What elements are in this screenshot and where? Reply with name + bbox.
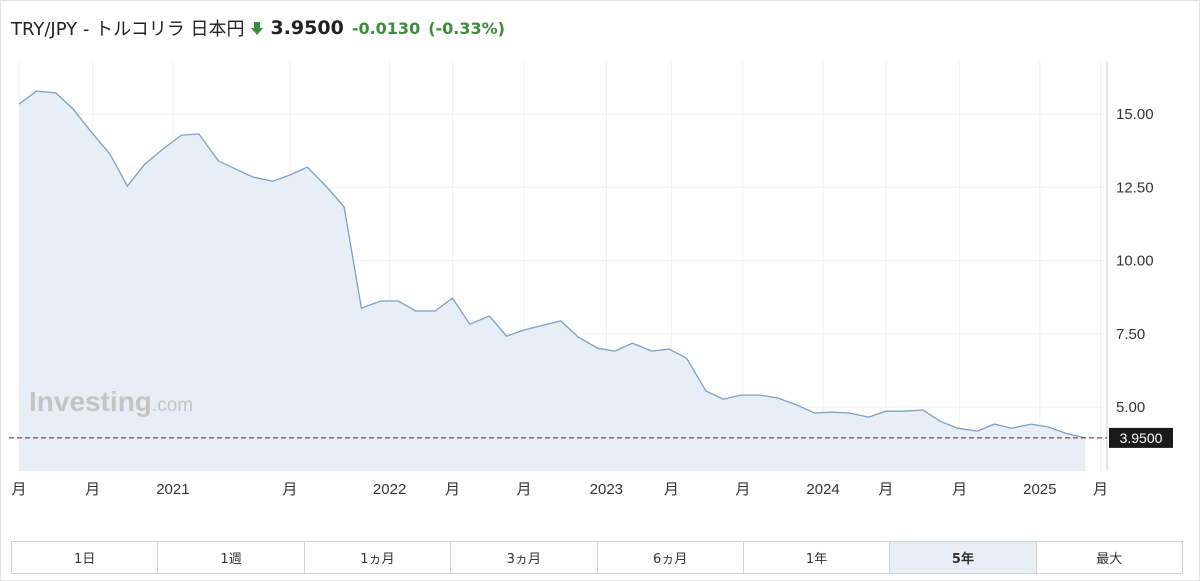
- range-button[interactable]: 1週: [158, 542, 305, 573]
- header: TRY/JPY - トルコリラ 日本円 3.9500 -0.0130 (-0.3…: [11, 15, 505, 41]
- last-price-label: 3.9500: [1120, 430, 1163, 446]
- down-arrow: [251, 22, 264, 35]
- range-button[interactable]: 5年: [890, 542, 1037, 573]
- y-tick-label: 10.00: [1116, 253, 1154, 270]
- range-button[interactable]: 1日: [12, 542, 159, 573]
- symbol: TRY/JPY - トルコリラ 日本円: [11, 19, 245, 40]
- last-price-box: [1109, 427, 1173, 448]
- y-tick-label: 5.00: [1116, 399, 1145, 416]
- change: -0.0130: [351, 18, 421, 38]
- price-line: [18, 90, 1086, 439]
- x-tick-label: 2021: [156, 481, 189, 498]
- range-button[interactable]: 最大: [1096, 552, 1123, 567]
- x-tick-label: 2022: [373, 481, 406, 498]
- x-tick-label: 月: [11, 481, 26, 498]
- range-button[interactable]: 3ヵ月: [451, 542, 598, 573]
- area-fill: [19, 91, 1086, 471]
- watermark-brand: Investing: [29, 386, 152, 417]
- x-tick-label: 月: [952, 481, 967, 498]
- change-pct: (-0.33%): [428, 18, 505, 38]
- watermark: Investing.com: [29, 386, 193, 417]
- range-selector: 1日 1週 1ヵ月 3ヵ月 6ヵ月 1年 5年 最大: [11, 541, 1183, 574]
- x-tick-label: 月: [1093, 481, 1108, 498]
- x-tick-label: 月: [516, 481, 531, 498]
- range-button[interactable]: 6ヵ月: [598, 542, 744, 573]
- x-tick-label: 月: [85, 481, 100, 498]
- y-tick-label: 7.50: [1116, 326, 1145, 343]
- x-tick-label: 月: [735, 481, 750, 498]
- x-tick-label: 2024: [806, 481, 839, 498]
- chart: 5.00 7.50 10.00 12.50 15.00 月 月 2021 月 2022 月 月 2023…: [9, 61, 1173, 498]
- x-tick-label: 2025: [1023, 481, 1056, 498]
- x-tick-label: 月: [878, 481, 893, 498]
- range-button[interactable]: 1年: [744, 542, 891, 573]
- y-tick-label: 15.00: [1116, 106, 1154, 123]
- watermark-suffix: .com: [152, 395, 193, 416]
- x-tick-label: 月: [282, 481, 297, 498]
- x-tick-label: 月: [664, 481, 679, 498]
- price: 3.9500: [270, 17, 344, 39]
- x-tick-label: 2023: [590, 481, 623, 498]
- x-tick-label: 月: [445, 481, 460, 498]
- range-button[interactable]: 1ヵ月: [305, 542, 452, 573]
- y-tick-label: 12.50: [1116, 179, 1154, 196]
